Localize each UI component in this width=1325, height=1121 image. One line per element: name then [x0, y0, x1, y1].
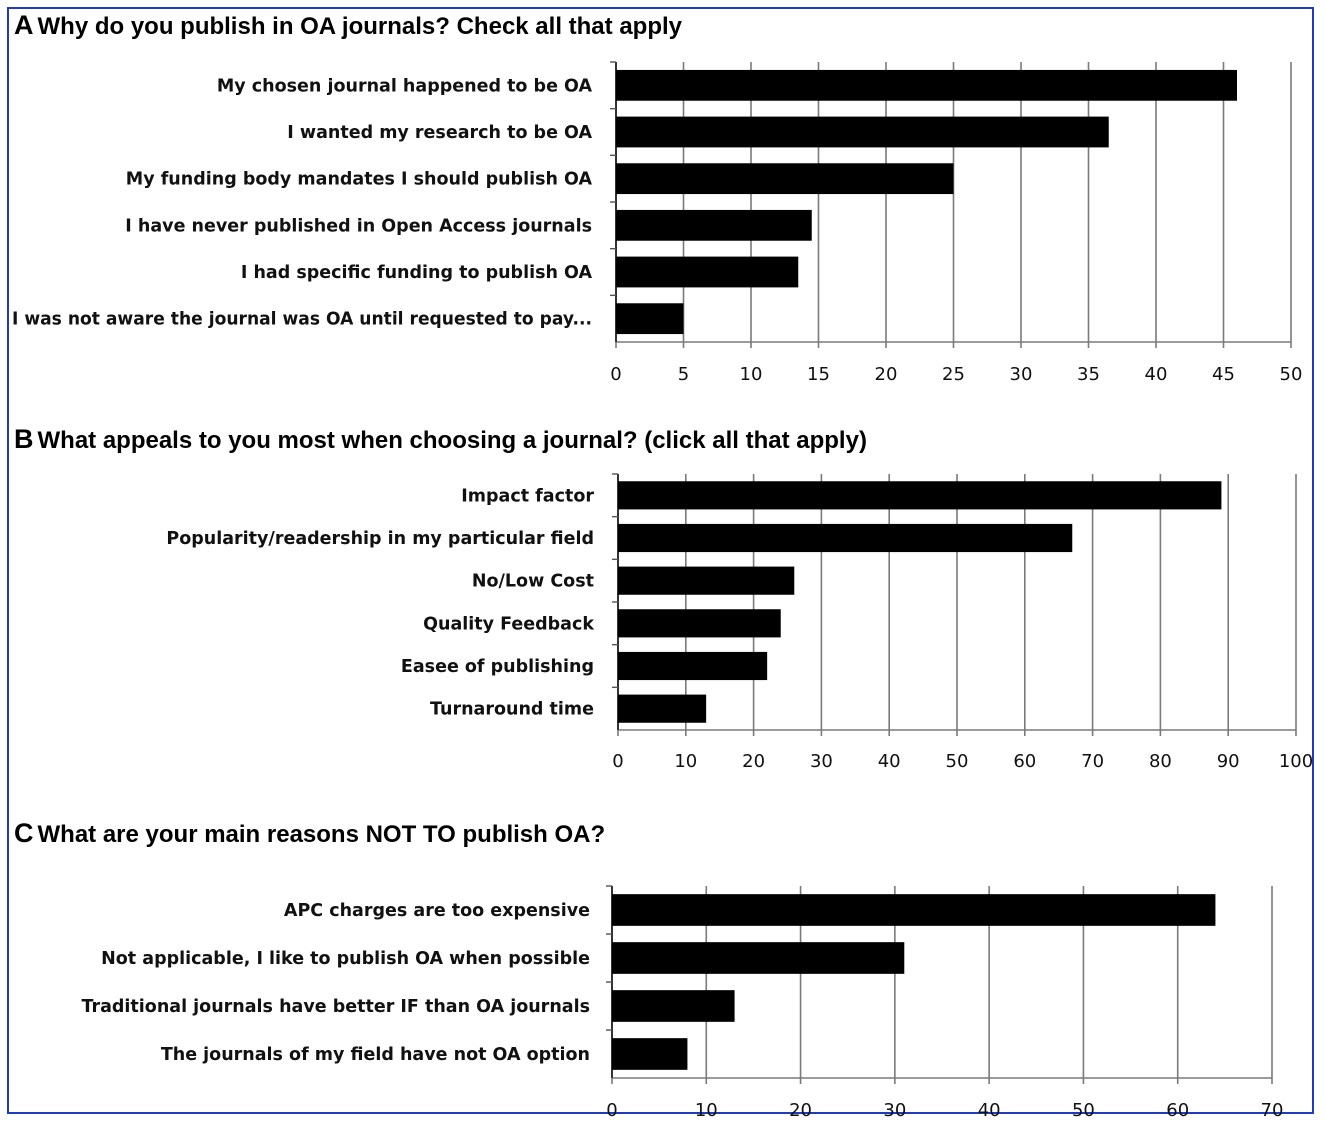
panel-c-bar-3 [612, 1038, 688, 1070]
panel-b-category-label-2: No/Low Cost [472, 572, 594, 592]
panel-c-category-label-2: Traditional journals have better IF than… [81, 997, 590, 1017]
panel-a-bar-4 [616, 256, 799, 288]
panel-a-bar-3 [616, 209, 812, 241]
panel-c-bar-1 [612, 942, 905, 974]
panel-b-tick-label-7: 70 [1081, 751, 1104, 772]
panel-c-tick-label-2: 20 [789, 1100, 812, 1121]
panel-a-category-label-5: I was not aware the journal was OA until… [12, 310, 592, 330]
panel-c-tick-label-7: 70 [1261, 1100, 1284, 1121]
panel-a-category-label-2: My funding body mandates I should publis… [126, 170, 593, 190]
panel-b-tick-label-10: 100 [1279, 751, 1313, 772]
panel-c-tick-label-5: 50 [1072, 1100, 1095, 1121]
panel-c-tick-label-4: 40 [978, 1100, 1001, 1121]
panel-a-bar-2 [616, 163, 954, 195]
panel-b-bar-1 [618, 523, 1073, 553]
panel-b-tick-label-9: 90 [1217, 751, 1240, 772]
panel-a-letter: A [14, 10, 34, 40]
panel-c-bar-2 [612, 990, 735, 1022]
panel-a-category-label-4: I had specific funding to publish OA [241, 263, 593, 283]
panel-a-tick-label-3: 15 [807, 364, 830, 385]
panel-b-tick-label-0: 0 [612, 751, 623, 772]
panel-b-category-label-1: Popularity/readership in my particular f… [166, 529, 594, 549]
panel-c-category-label-0: APC charges are too expensive [284, 901, 590, 921]
panel-a-tick-label-10: 50 [1280, 364, 1303, 385]
panel-b-bar-5 [618, 694, 707, 723]
panel-b-category-label-0: Impact factor [461, 486, 594, 506]
panel-b-tick-label-5: 50 [946, 751, 969, 772]
panel-a-title: A Why do you publish in OA journals? Chec… [14, 10, 682, 41]
panel-b-category-label-3: Quality Feedback [423, 614, 594, 634]
panel-c-category-label-1: Not applicable, I like to publish OA whe… [101, 949, 590, 969]
panel-a-tick-label-6: 30 [1010, 364, 1033, 385]
panel-c-title-text: What are your main reasons NOT TO publis… [37, 821, 606, 848]
panel-a-tick-label-9: 45 [1212, 364, 1235, 385]
panel-b-tick-label-6: 60 [1013, 751, 1036, 772]
panel-a-tick-label-4: 20 [875, 364, 898, 385]
panel-c-letter: C [14, 818, 34, 848]
panel-b-tick-label-3: 30 [810, 751, 833, 772]
panel-a-bar-0 [616, 69, 1237, 101]
panel-c-tick-label-3: 30 [883, 1100, 906, 1121]
panel-a-tick-label-2: 10 [740, 364, 763, 385]
panel-a-category-label-3: I have never published in Open Access jo… [125, 216, 592, 236]
panel-a-bar-5 [616, 303, 684, 335]
panel-c-tick-label-1: 10 [695, 1100, 718, 1121]
panel-a-category-label-0: My chosen journal happened to be OA [217, 76, 593, 96]
panel-a-bar-1 [616, 116, 1109, 148]
panel-a-tick-label-0: 0 [610, 364, 621, 385]
panel-b-tick-label-1: 10 [674, 751, 697, 772]
panel-b-bar-2 [618, 566, 795, 595]
panel-b-letter: B [14, 424, 34, 454]
panel-b-bar-0 [618, 481, 1222, 510]
panel-b-tick-label-8: 80 [1149, 751, 1172, 772]
panel-b-category-label-5: Turnaround time [430, 700, 594, 720]
panel-c-bar-0 [612, 894, 1216, 926]
panel-b-bar-4 [618, 651, 768, 681]
panel-a-tick-label-5: 25 [942, 364, 965, 385]
panel-a-tick-label-1: 5 [678, 364, 689, 385]
panel-b-category-label-4: Easee of publishing [401, 657, 594, 677]
panel-b-tick-label-2: 20 [742, 751, 765, 772]
panel-a-tick-label-8: 40 [1145, 364, 1168, 385]
panel-b-title-text: What appeals to you most when choosing a… [37, 427, 867, 454]
panel-c-tick-label-0: 0 [606, 1100, 617, 1121]
panel-c-category-label-3: The journals of my field have not OA opt… [161, 1045, 590, 1065]
panel-b-bar-3 [618, 609, 781, 638]
panel-a-title-text: Why do you publish in OA journals? Check… [37, 13, 683, 40]
panel-a-category-label-1: I wanted my research to be OA [287, 123, 592, 143]
panel-a-tick-label-7: 35 [1077, 364, 1100, 385]
panel-b-tick-label-4: 40 [878, 751, 901, 772]
panel-c-title: C What are your main reasons NOT TO publi… [14, 818, 605, 849]
panel-b-title: B What appeals to you most when choosing … [14, 424, 867, 455]
panel-c-tick-label-6: 60 [1166, 1100, 1189, 1121]
